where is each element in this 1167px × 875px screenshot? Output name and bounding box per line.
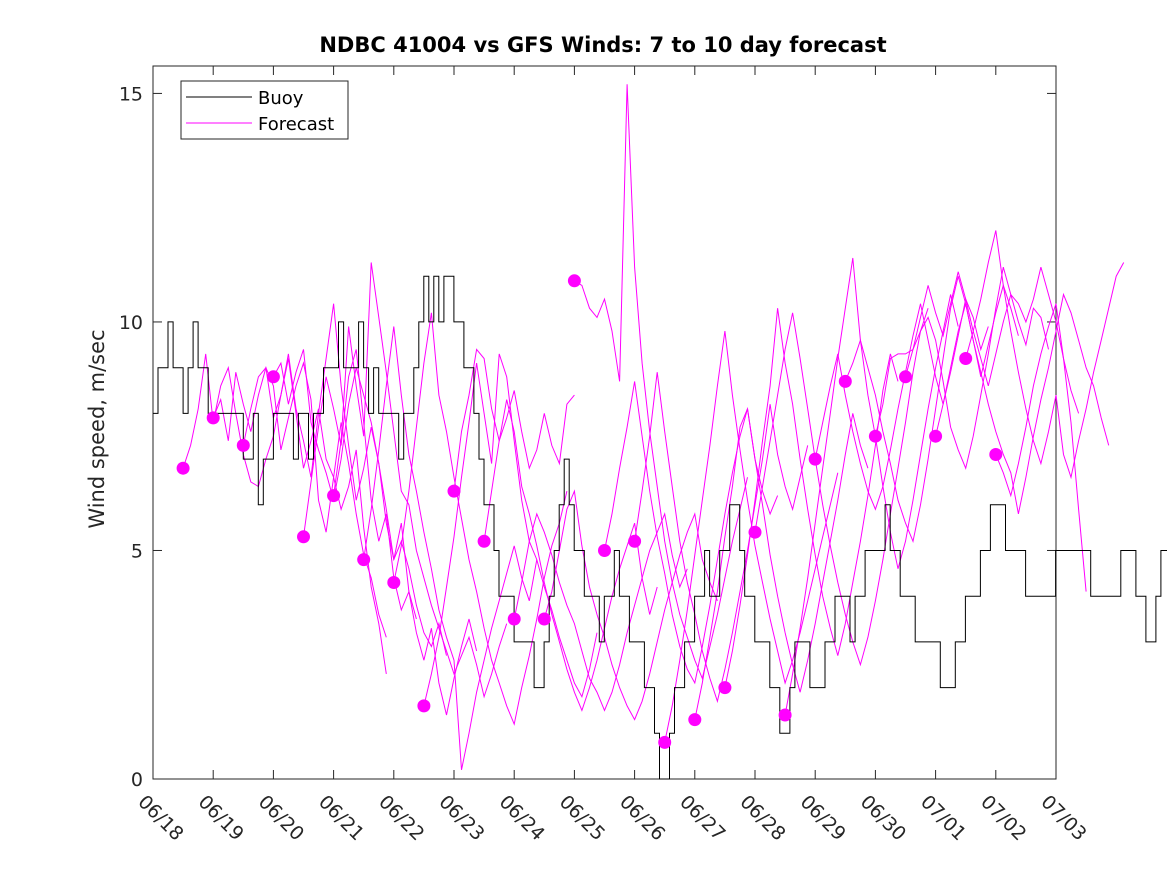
x-tick-label: 06/24 [495, 791, 549, 845]
y-axis-label: Wind speed, m/sec [85, 329, 109, 528]
plot-area [152, 65, 1057, 780]
forecast-series-line [784, 257, 959, 716]
x-tick-label: 06/25 [555, 791, 609, 845]
forecast-marker-point [628, 534, 642, 548]
forecast-marker-point [327, 489, 341, 503]
forecast-series-line [543, 489, 718, 721]
forecast-marker-point [718, 681, 732, 695]
x-tick-label: 06/29 [796, 791, 850, 845]
x-tick-label: 06/20 [254, 791, 308, 845]
forecast-marker-point [206, 411, 220, 425]
legend-label-forecast: Forecast [258, 114, 334, 135]
forecast-marker-point [266, 370, 280, 384]
forecast-series-line [724, 308, 899, 688]
forecast-marker-point [176, 461, 190, 475]
x-tick-label: 06/19 [194, 791, 248, 845]
legend-box [180, 80, 349, 140]
forecast-marker-point [598, 544, 611, 557]
forecast-series-line [453, 348, 575, 492]
forecast-series-line [393, 312, 568, 726]
forecast-marker-point [688, 713, 702, 727]
forecast-series-line [694, 406, 869, 720]
forecast-series-line [664, 331, 839, 743]
forecast-series-line [423, 353, 598, 707]
forecast-series-line [333, 262, 508, 699]
forecast-marker-point [808, 452, 822, 466]
forecast-marker-point [929, 429, 943, 443]
y-tick-label: 10 [119, 312, 143, 334]
x-tick-label: 06/23 [434, 791, 488, 845]
x-tick-label: 07/01 [916, 791, 970, 845]
forecast-series-line [242, 303, 417, 620]
forecast-marker-point [297, 530, 310, 544]
forecast-marker-point [748, 525, 762, 539]
forecast-marker-point [417, 699, 431, 713]
forecast-marker-point [778, 708, 792, 722]
forecast-series-line [363, 326, 538, 771]
x-tick-label: 06/26 [615, 791, 669, 845]
forecast-series-line [754, 308, 929, 667]
chart-title: NDBC 41004 vs GFS Winds: 7 to 10 day for… [319, 33, 886, 57]
forecast-series-line [965, 230, 1125, 480]
forecast-series-line [874, 266, 1049, 470]
forecast-marker-point [477, 534, 491, 548]
forecast-marker-point [507, 612, 521, 626]
forecast-series-line [905, 266, 1080, 414]
buoy-series-line [153, 275, 1167, 780]
forecast-series-line [303, 349, 478, 716]
forecast-marker-point [959, 352, 973, 365]
forecast-marker-point [537, 612, 551, 626]
series-layer [153, 84, 1167, 780]
forecast-marker-point [447, 484, 461, 498]
forecast-marker-point [868, 429, 882, 443]
x-tick-label: 06/22 [374, 791, 428, 845]
forecast-marker-point [387, 576, 401, 589]
x-tick-label: 06/27 [675, 791, 729, 845]
forecast-marker-point [567, 274, 581, 288]
legend-label-buoy: Buoy [258, 88, 304, 109]
forecast-markers [176, 274, 1003, 749]
x-tick-label: 06/21 [314, 791, 368, 845]
x-tick-label: 06/30 [856, 791, 910, 845]
x-tick-label: 06/18 [133, 791, 187, 845]
y-tick-label: 15 [119, 83, 143, 105]
forecast-series-line [935, 292, 1110, 515]
forecast-series-line [212, 361, 387, 638]
forecast-series-line [995, 303, 1087, 592]
forecast-series-line [513, 512, 688, 712]
forecast-marker-point [236, 438, 250, 452]
legend: Buoy Forecast [180, 80, 349, 140]
x-tick-label: 07/02 [976, 791, 1030, 845]
forecast-marker-point [658, 735, 672, 749]
forecast-marker-point [357, 553, 371, 567]
forecast-series-line [574, 84, 748, 681]
x-tick-label: 06/28 [735, 791, 789, 845]
forecast-marker-point [838, 374, 852, 388]
forecast-marker-point [989, 448, 1003, 461]
forecast-series-line [814, 297, 989, 511]
forecast-marker-point [899, 370, 912, 384]
y-tick-label: 5 [131, 540, 143, 562]
x-tick-label: 07/03 [1036, 791, 1090, 845]
y-tick-label: 0 [131, 769, 143, 791]
